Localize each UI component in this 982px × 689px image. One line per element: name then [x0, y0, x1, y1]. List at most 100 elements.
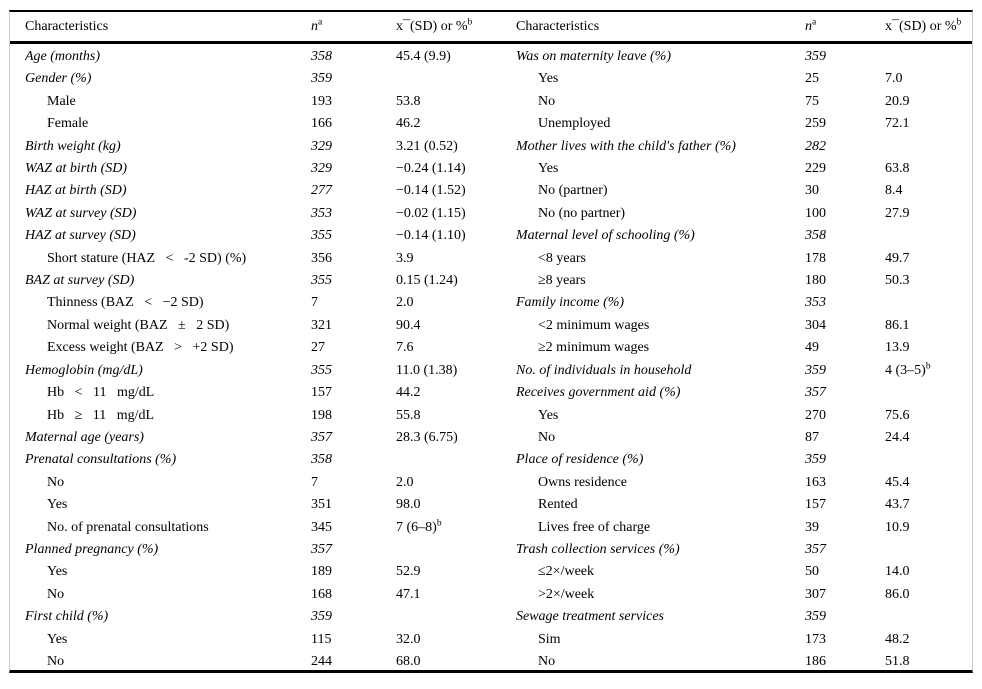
table-row: <2 minimum wages 304 86.1	[491, 315, 972, 337]
table-row: Yes 229 63.8	[491, 158, 972, 180]
row-n-value: 351	[311, 497, 332, 513]
table-row: No (partner) 30 8.4	[491, 180, 972, 202]
row-label: Unemployed	[538, 116, 611, 132]
row-label: First child (%)	[25, 609, 109, 625]
footnote-marker-b: b	[467, 16, 473, 27]
row-label: ≤2×/week	[538, 564, 595, 580]
row-label: No (partner)	[538, 183, 608, 199]
row-stat-value: 7.0	[885, 71, 903, 87]
row-n-value: 359	[805, 452, 826, 468]
row-n-value: 357	[805, 541, 826, 557]
table-row: Hemoglobin (mg/dL) 355 11.0 (1.38)	[10, 360, 491, 382]
row-label: Yes	[538, 407, 559, 423]
row-label: ≥8 years	[538, 273, 586, 289]
row-label: Excess weight (BAZ > +2 SD)	[47, 340, 234, 356]
table-row: Birth weight (kg) 329 3.21 (0.52)	[10, 136, 491, 158]
row-label: <8 years	[538, 250, 586, 266]
row-stat-value: 98.0	[396, 497, 421, 513]
row-n-value: 27	[311, 340, 325, 356]
row-n-value: 259	[805, 116, 826, 132]
row-label: Maternal level of schooling (%)	[516, 228, 695, 244]
table-row: Mother lives with the child's father (%)…	[491, 136, 972, 158]
table-row: Place of residence (%) 359	[491, 449, 972, 471]
row-label: Male	[47, 93, 76, 109]
table-row: Receives government aid (%) 357	[491, 382, 972, 404]
row-label: No	[538, 653, 556, 669]
row-stat-value: 68.0	[396, 653, 421, 669]
table-row: No 168 47.1	[10, 584, 491, 606]
row-n-value: 7	[311, 474, 318, 490]
column-header-characteristics-left: Characteristics	[25, 18, 109, 34]
footnote-marker-b: b	[925, 361, 931, 372]
table-row: <8 years 178 49.7	[491, 248, 972, 270]
row-label: Age (months)	[25, 49, 101, 64]
row-stat-value: 86.1	[885, 317, 910, 333]
table-row: No 7 2.0	[10, 472, 491, 494]
row-stat-value: −0.24 (1.14)	[396, 161, 466, 177]
row-n-value: 270	[805, 407, 826, 423]
row-n-value: 163	[805, 474, 826, 490]
row-stat-value: 4 (3–5)b	[885, 361, 931, 378]
column-header-n-left: na	[311, 16, 323, 34]
row-n-value: 39	[805, 519, 819, 535]
row-n-value: 157	[311, 385, 332, 401]
table-row: No. of individuals in household 359 4 (3–5…	[491, 360, 972, 382]
row-n-value: 198	[311, 407, 332, 423]
row-label: ≥2 minimum wages	[538, 340, 650, 356]
row-label: WAZ at survey (SD)	[25, 205, 137, 221]
row-stat-value: 11.0 (1.38)	[396, 362, 458, 378]
table-row: Trash collection services (%) 357	[491, 539, 972, 561]
row-stat-value: 52.9	[396, 564, 421, 580]
row-label: Trash collection services (%)	[516, 541, 680, 557]
row-stat-value: 50.3	[885, 273, 910, 289]
row-stat-value: 14.0	[885, 564, 910, 580]
row-n-value: 359	[805, 49, 826, 64]
row-stat-value: 2.0	[396, 295, 414, 311]
table-left-column: Age (months) 358 45.4 (9.9) Gender (%) 359 Ma…	[10, 44, 491, 673]
row-stat-value: 72.1	[885, 116, 910, 132]
table-row: >2×/week 307 86.0	[491, 584, 972, 606]
row-stat-value: 90.4	[396, 317, 421, 333]
row-n-value: 355	[311, 362, 332, 378]
row-label: >2×/week	[538, 586, 595, 602]
row-label: No	[47, 653, 65, 669]
table-row: Owns residence 163 45.4	[491, 472, 972, 494]
row-label: Gender (%)	[25, 71, 92, 87]
row-label: Receives government aid (%)	[516, 385, 681, 401]
table-row: Hb ≥ 11 mg/dL 198 55.8	[10, 405, 491, 427]
row-label: Sewage treatment services	[516, 609, 664, 625]
row-n-value: 189	[311, 564, 332, 580]
row-label: No. of individuals in household	[516, 362, 692, 378]
row-stat-value: 55.8	[396, 407, 421, 423]
row-n-value: 178	[805, 250, 826, 266]
row-label: Hb < 11 mg/dL	[47, 385, 155, 401]
row-label: Hb ≥ 11 mg/dL	[47, 407, 155, 423]
table-row: Planned pregnancy (%) 357	[10, 539, 491, 561]
row-n-value: 359	[311, 71, 332, 87]
row-label: Female	[47, 116, 89, 132]
table-row: Family income (%) 353	[491, 292, 972, 314]
row-label: Birth weight (kg)	[25, 138, 121, 154]
row-stat-value: −0.14 (1.10)	[396, 228, 466, 244]
row-n-value: 357	[311, 429, 332, 445]
row-stat-value: 86.0	[885, 586, 910, 602]
row-n-value: 87	[805, 429, 819, 445]
row-n-value: 359	[311, 609, 332, 625]
table-row: WAZ at survey (SD) 353 −0.02 (1.15)	[10, 203, 491, 225]
row-label: No	[538, 93, 556, 109]
row-stat-value: 7.6	[396, 340, 414, 356]
row-n-value: 353	[805, 295, 826, 311]
row-stat-value: 43.7	[885, 497, 910, 513]
table-row: Excess weight (BAZ > +2 SD) 27 7.6	[10, 337, 491, 359]
row-label: No	[47, 474, 65, 490]
row-stat-value: −0.02 (1.15)	[396, 205, 466, 221]
row-label: HAZ at survey (SD)	[25, 228, 136, 244]
table-row: No 186 51.8	[491, 651, 972, 673]
row-label: Place of residence (%)	[516, 452, 644, 468]
row-n-value: 75	[805, 93, 819, 109]
row-stat-value: 63.8	[885, 161, 910, 177]
row-label: Yes	[47, 631, 68, 647]
table-row: Yes 351 98.0	[10, 494, 491, 516]
row-n-value: 345	[311, 519, 332, 535]
column-header-n-right: na	[805, 16, 817, 34]
